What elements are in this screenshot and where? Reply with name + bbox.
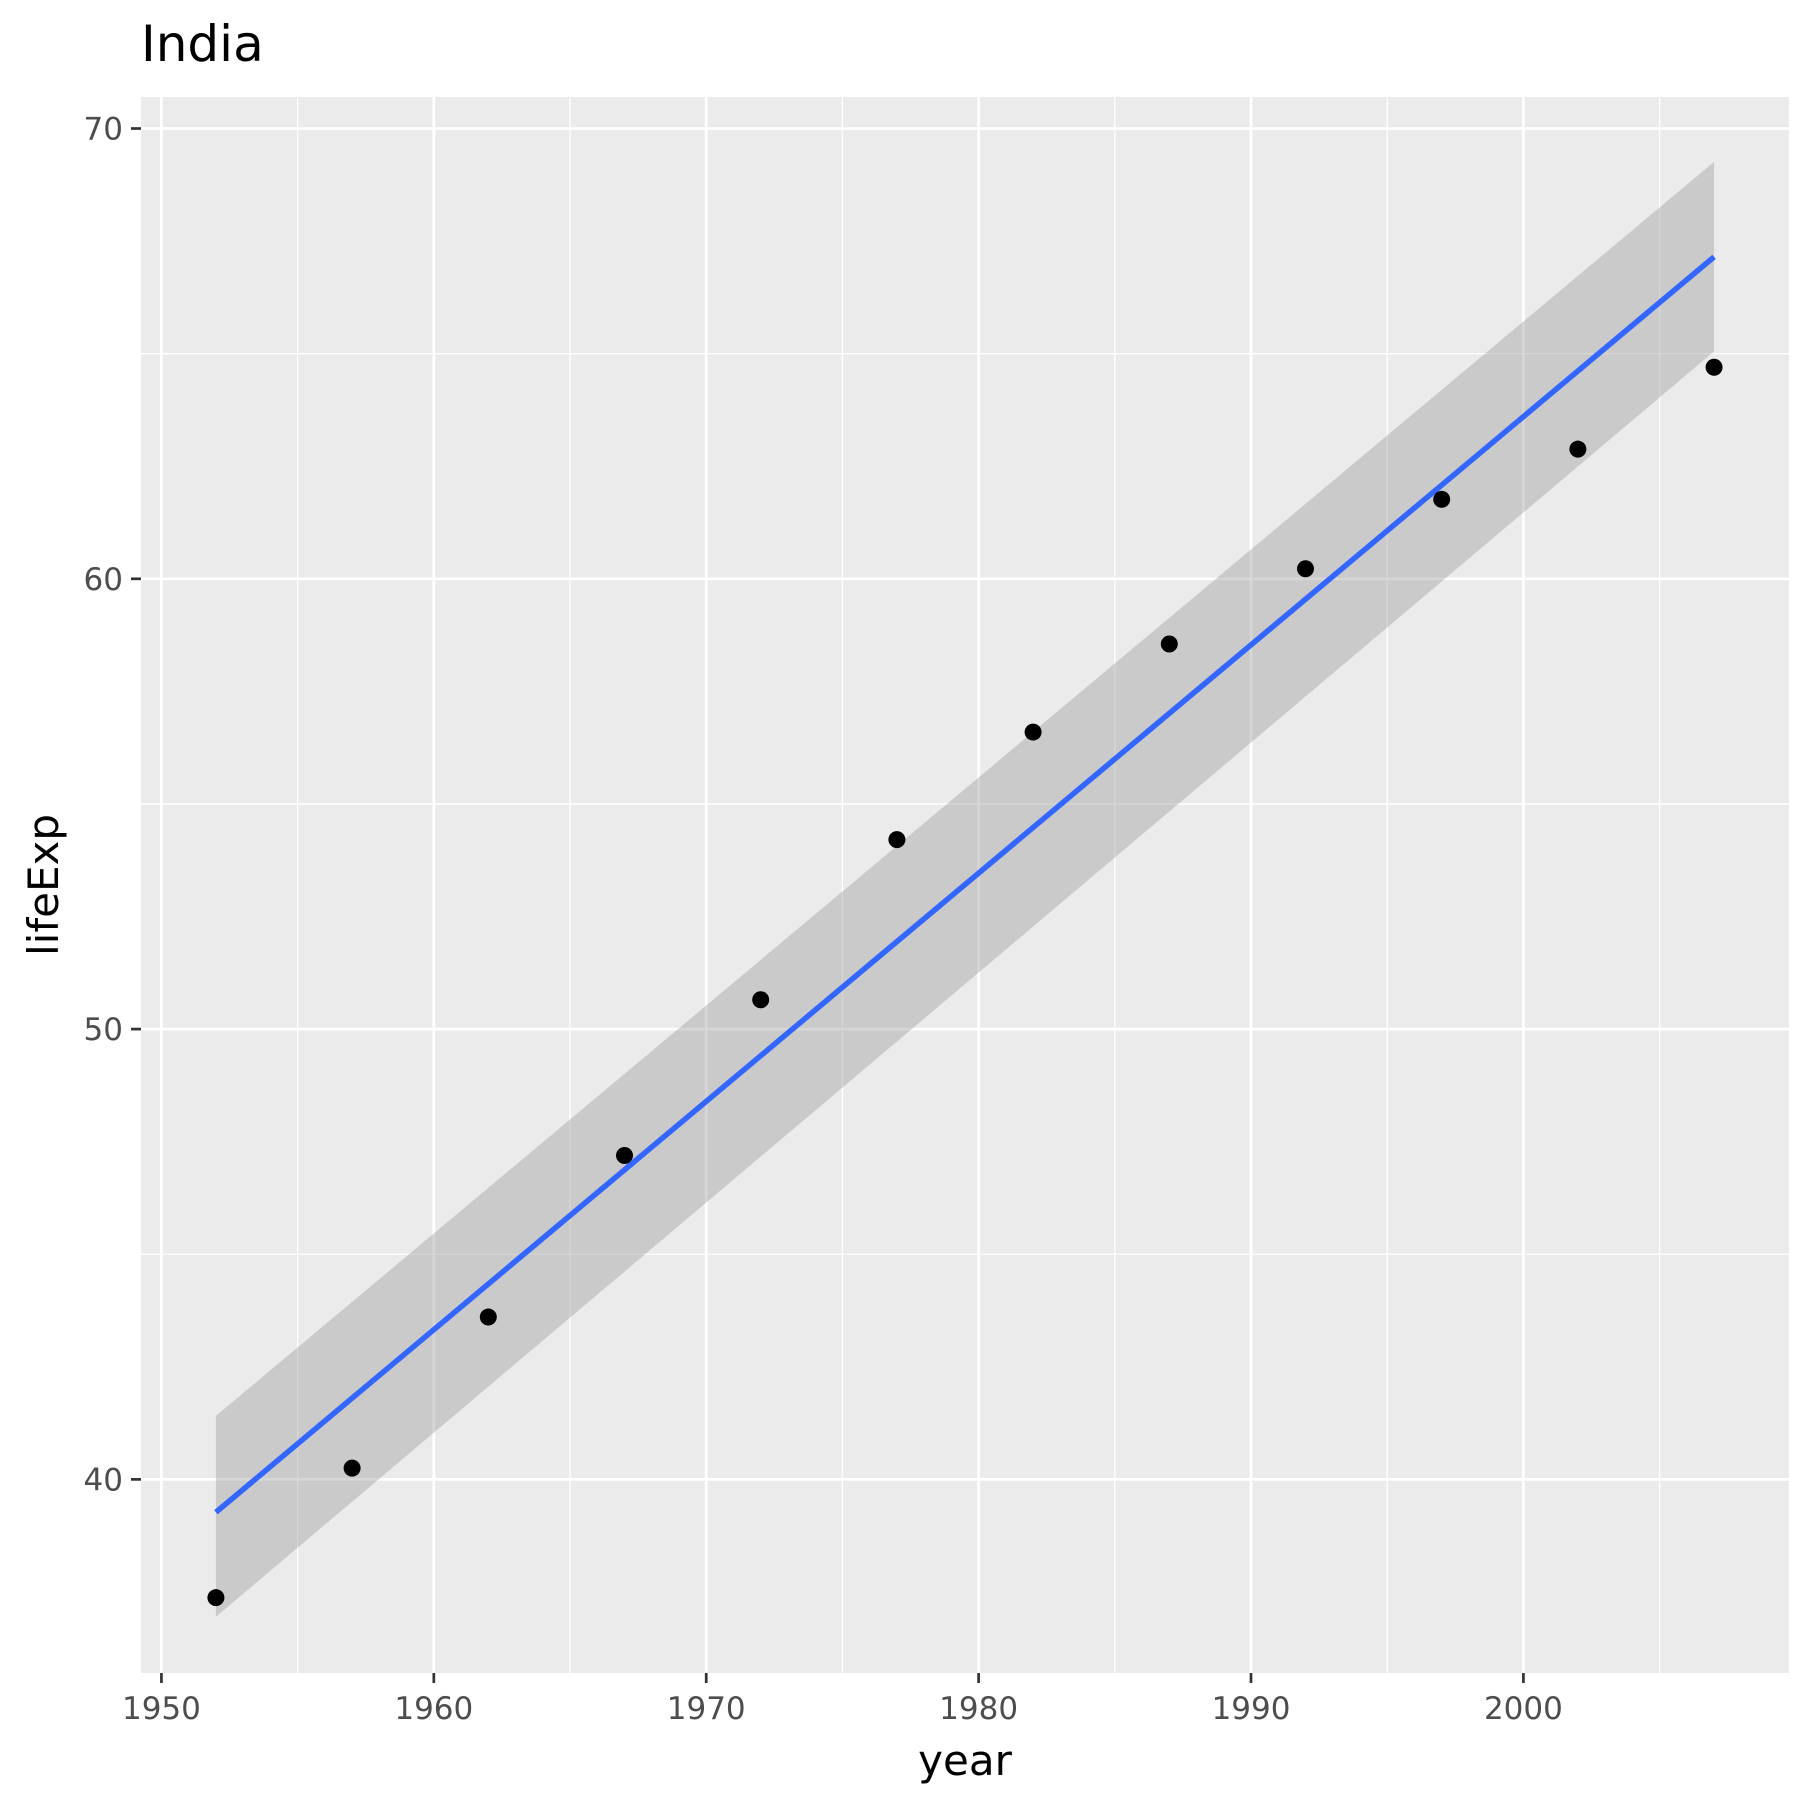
x-axis-title: year [918, 1736, 1012, 1785]
major-gridlines [141, 97, 1789, 1673]
data-point [616, 1146, 634, 1164]
confidence-band [215, 161, 1715, 1617]
x-tick-label: 1960 [394, 1691, 473, 1727]
data-point [343, 1459, 361, 1477]
y-tick-label: 60 [84, 562, 123, 598]
y-tick-label: 70 [84, 112, 123, 148]
data-point [752, 991, 770, 1009]
y-tick-label: 40 [84, 1462, 123, 1498]
data-point [888, 831, 906, 849]
data-point [1433, 490, 1451, 508]
data-point [207, 1589, 225, 1607]
minor-gridlines [141, 97, 1789, 1673]
x-tick-label: 2000 [1484, 1691, 1563, 1727]
y-axis: 40 50 60 70 [84, 112, 141, 1498]
data-point [1569, 440, 1587, 458]
x-tick-label: 1980 [939, 1691, 1018, 1727]
data-point [1024, 723, 1042, 741]
trend-line-layer [214, 254, 1716, 1515]
x-axis: 1950 1960 1970 1980 1990 2000 [122, 1673, 1563, 1727]
x-tick-label: 1970 [667, 1691, 746, 1727]
x-tick-label: 1990 [1212, 1691, 1291, 1727]
y-axis-title: lifeExp [19, 814, 68, 956]
x-tick-label: 1950 [122, 1691, 201, 1727]
chart-title: India [141, 15, 264, 73]
trend-line [214, 254, 1716, 1515]
data-point [1160, 635, 1178, 653]
data-points [207, 358, 1723, 1607]
confidence-band-layer [215, 161, 1715, 1617]
data-point [1705, 358, 1723, 376]
y-tick-label: 50 [84, 1012, 123, 1048]
data-point [479, 1308, 497, 1326]
data-point [1296, 560, 1314, 578]
